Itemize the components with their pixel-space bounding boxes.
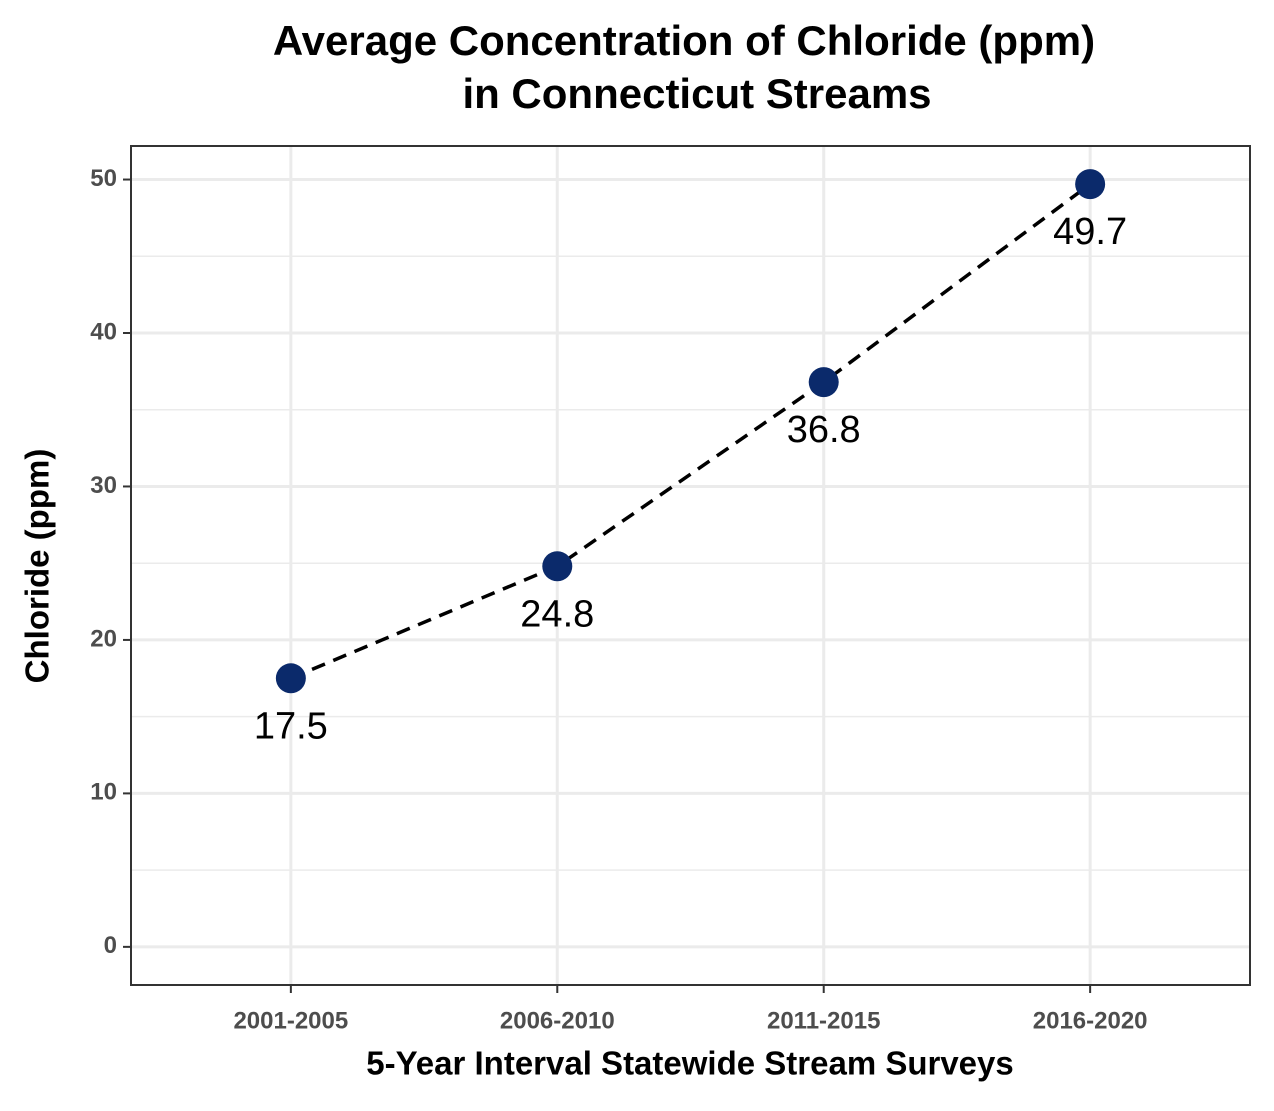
- data-label: 17.5: [254, 705, 328, 747]
- x-axis-title: 5-Year Interval Statewide Stream Surveys: [366, 1045, 1014, 1082]
- chart-title: Average Concentration of Chloride (ppm): [273, 17, 1095, 64]
- data-label: 24.8: [520, 593, 594, 635]
- chart-title: in Connecticut Streams: [462, 70, 931, 117]
- x-tick-label: 2011-2015: [767, 1007, 880, 1034]
- point: [808, 367, 839, 398]
- y-tick-label: 40: [90, 318, 117, 345]
- y-tick-label: 0: [104, 932, 117, 959]
- y-tick-label: 10: [90, 779, 117, 806]
- x-tick-label: 2006-2010: [500, 1007, 615, 1034]
- point: [1075, 169, 1106, 200]
- plot-background: [131, 146, 1250, 985]
- data-label: 36.8: [787, 409, 861, 451]
- point: [542, 551, 573, 582]
- y-tick-label: 50: [90, 165, 117, 192]
- y-tick-label: 20: [90, 625, 117, 652]
- point: [275, 663, 306, 694]
- y-tick-label: 30: [90, 472, 117, 499]
- plot-border: [130, 145, 1251, 986]
- y-axis-title: Chloride (ppm): [19, 449, 56, 684]
- x-tick-label: 2001-2005: [233, 1007, 348, 1034]
- line: [290, 182, 1092, 680]
- x-tick-label: 2016-2020: [1033, 1007, 1148, 1034]
- data-label: 49.7: [1053, 211, 1127, 253]
